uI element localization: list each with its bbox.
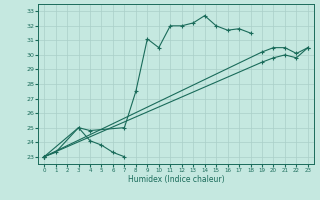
X-axis label: Humidex (Indice chaleur): Humidex (Indice chaleur) xyxy=(128,175,224,184)
